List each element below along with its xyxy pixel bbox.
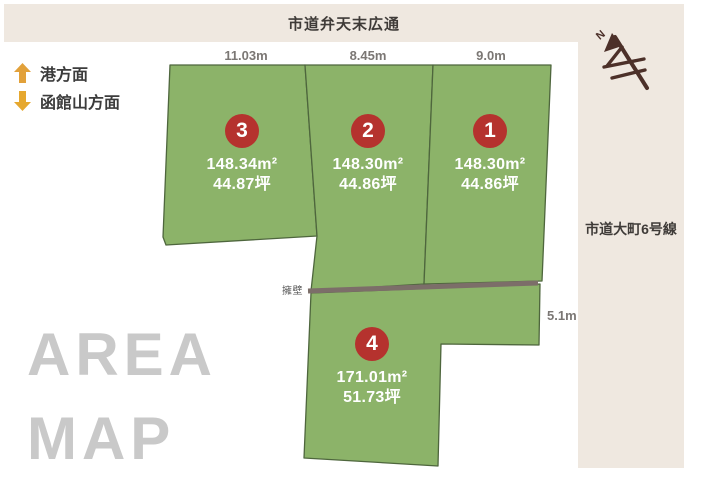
page-title-line1: AREA bbox=[27, 321, 218, 388]
lot-1-frontage-dimension: 9.0m bbox=[476, 48, 506, 63]
lot-2-area-tsubo: 44.86坪 bbox=[339, 176, 397, 193]
lot-1-area-m2: 148.30m² bbox=[454, 156, 526, 173]
lot-4-area-tsubo: 51.73坪 bbox=[343, 389, 401, 406]
right-road-bar: N 市道大町6号線 bbox=[578, 4, 684, 468]
lot-3-area-m2: 148.34m² bbox=[206, 156, 278, 173]
lot-1-area-tsubo: 44.86坪 bbox=[461, 176, 519, 193]
lot-2-area-m2: 148.30m² bbox=[332, 156, 404, 173]
lot-3-label: 3 148.34m² 44.87坪 bbox=[182, 114, 302, 195]
lot-3-frontage-dimension: 11.03m bbox=[224, 48, 268, 63]
arrow-down-icon bbox=[14, 91, 31, 111]
lot-3-area-tsubo: 44.87坪 bbox=[213, 176, 271, 193]
lot-1-number-badge: 1 bbox=[473, 114, 507, 148]
page-title-line2: MAP bbox=[27, 405, 176, 472]
legend-port-label: 港方面 bbox=[40, 67, 89, 84]
compass-north-icon: N bbox=[594, 28, 649, 90]
lot-3-number-badge: 3 bbox=[225, 114, 259, 148]
lot-2-label: 2 148.30m² 44.86坪 bbox=[308, 114, 428, 195]
retaining-wall-line bbox=[307, 280, 539, 294]
lot-1-shape bbox=[423, 64, 552, 285]
compass-arrowhead bbox=[604, 33, 622, 52]
legend-hakodateyama-direction: 函館山方面 bbox=[14, 89, 120, 113]
top-road-bar: 市道弁天末広通 bbox=[4, 4, 684, 42]
lot-1-label: 1 148.30m² 44.86坪 bbox=[430, 114, 550, 195]
arrow-up-icon bbox=[14, 63, 31, 83]
legend-hakodateyama-label: 函館山方面 bbox=[40, 95, 121, 112]
lot-2-frontage-dimension: 8.45m bbox=[349, 48, 387, 63]
lot-3-shape bbox=[162, 64, 318, 246]
lot-2-number-badge: 2 bbox=[351, 114, 385, 148]
lot-4-side-dimension: 5.1m bbox=[547, 308, 577, 323]
lot-4-number-badge: 4 bbox=[355, 327, 389, 361]
retaining-wall-label: 擁壁 bbox=[282, 286, 303, 297]
lot-4-label: 4 171.01m² 51.73坪 bbox=[312, 327, 432, 408]
top-road-label: 市道弁天末広通 bbox=[287, 15, 400, 33]
legend-port-direction: 港方面 bbox=[14, 61, 88, 85]
lot-4-area-m2: 171.01m² bbox=[336, 369, 408, 386]
right-road-label: 市道大町6号線 bbox=[585, 221, 677, 237]
